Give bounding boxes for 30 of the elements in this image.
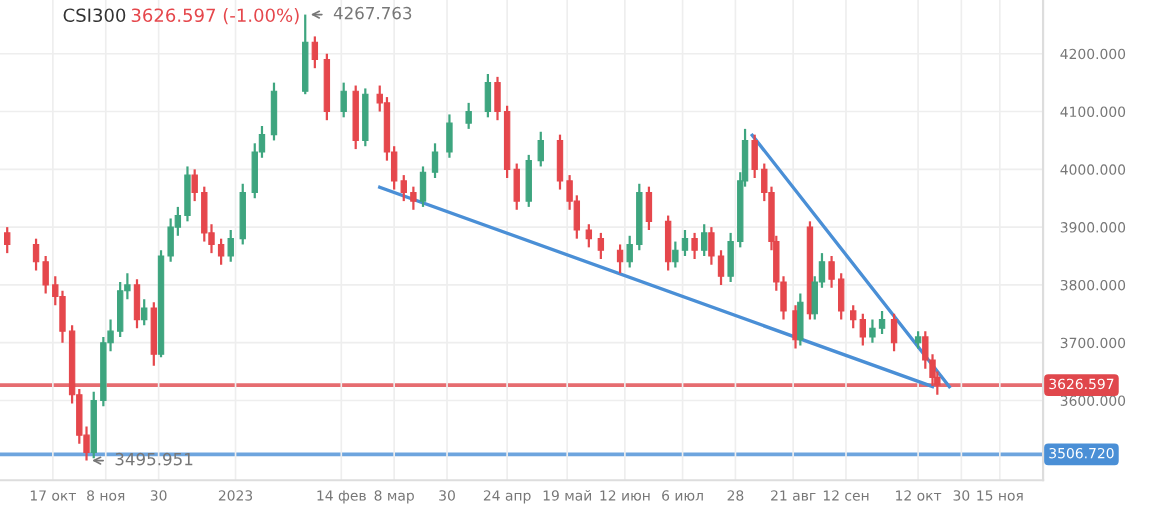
candlestick (150, 301, 158, 367)
candlestick (419, 165, 427, 208)
candlestick (616, 243, 624, 275)
candlestick (525, 153, 532, 208)
candlestick (691, 231, 698, 261)
candlestick (270, 81, 278, 142)
candlestick (362, 87, 369, 148)
candlestick (431, 142, 439, 180)
candlestick (484, 72, 492, 119)
candlestick (311, 35, 319, 70)
annotation: 3495.951 (115, 452, 193, 466)
candlestick (537, 130, 544, 168)
candlestick (239, 182, 246, 246)
candlestick (4, 226, 11, 255)
candlestick (227, 228, 234, 263)
chart-title: CSI300 (63, 8, 126, 23)
chart-subtitle: 3626.597 (-1.00%) (131, 8, 299, 25)
candlestick (141, 298, 148, 327)
candlestick (645, 185, 653, 232)
candlestick (340, 81, 347, 119)
candlestick (465, 101, 472, 130)
candlestick (597, 231, 605, 261)
annotation: 4267.763 (333, 6, 412, 20)
candlestick (585, 223, 593, 249)
candlestick (701, 223, 708, 258)
candlestick (890, 312, 898, 353)
candlestick (446, 113, 453, 159)
candlestick (664, 214, 672, 272)
candlestick (133, 278, 141, 330)
candlestick (797, 292, 804, 347)
